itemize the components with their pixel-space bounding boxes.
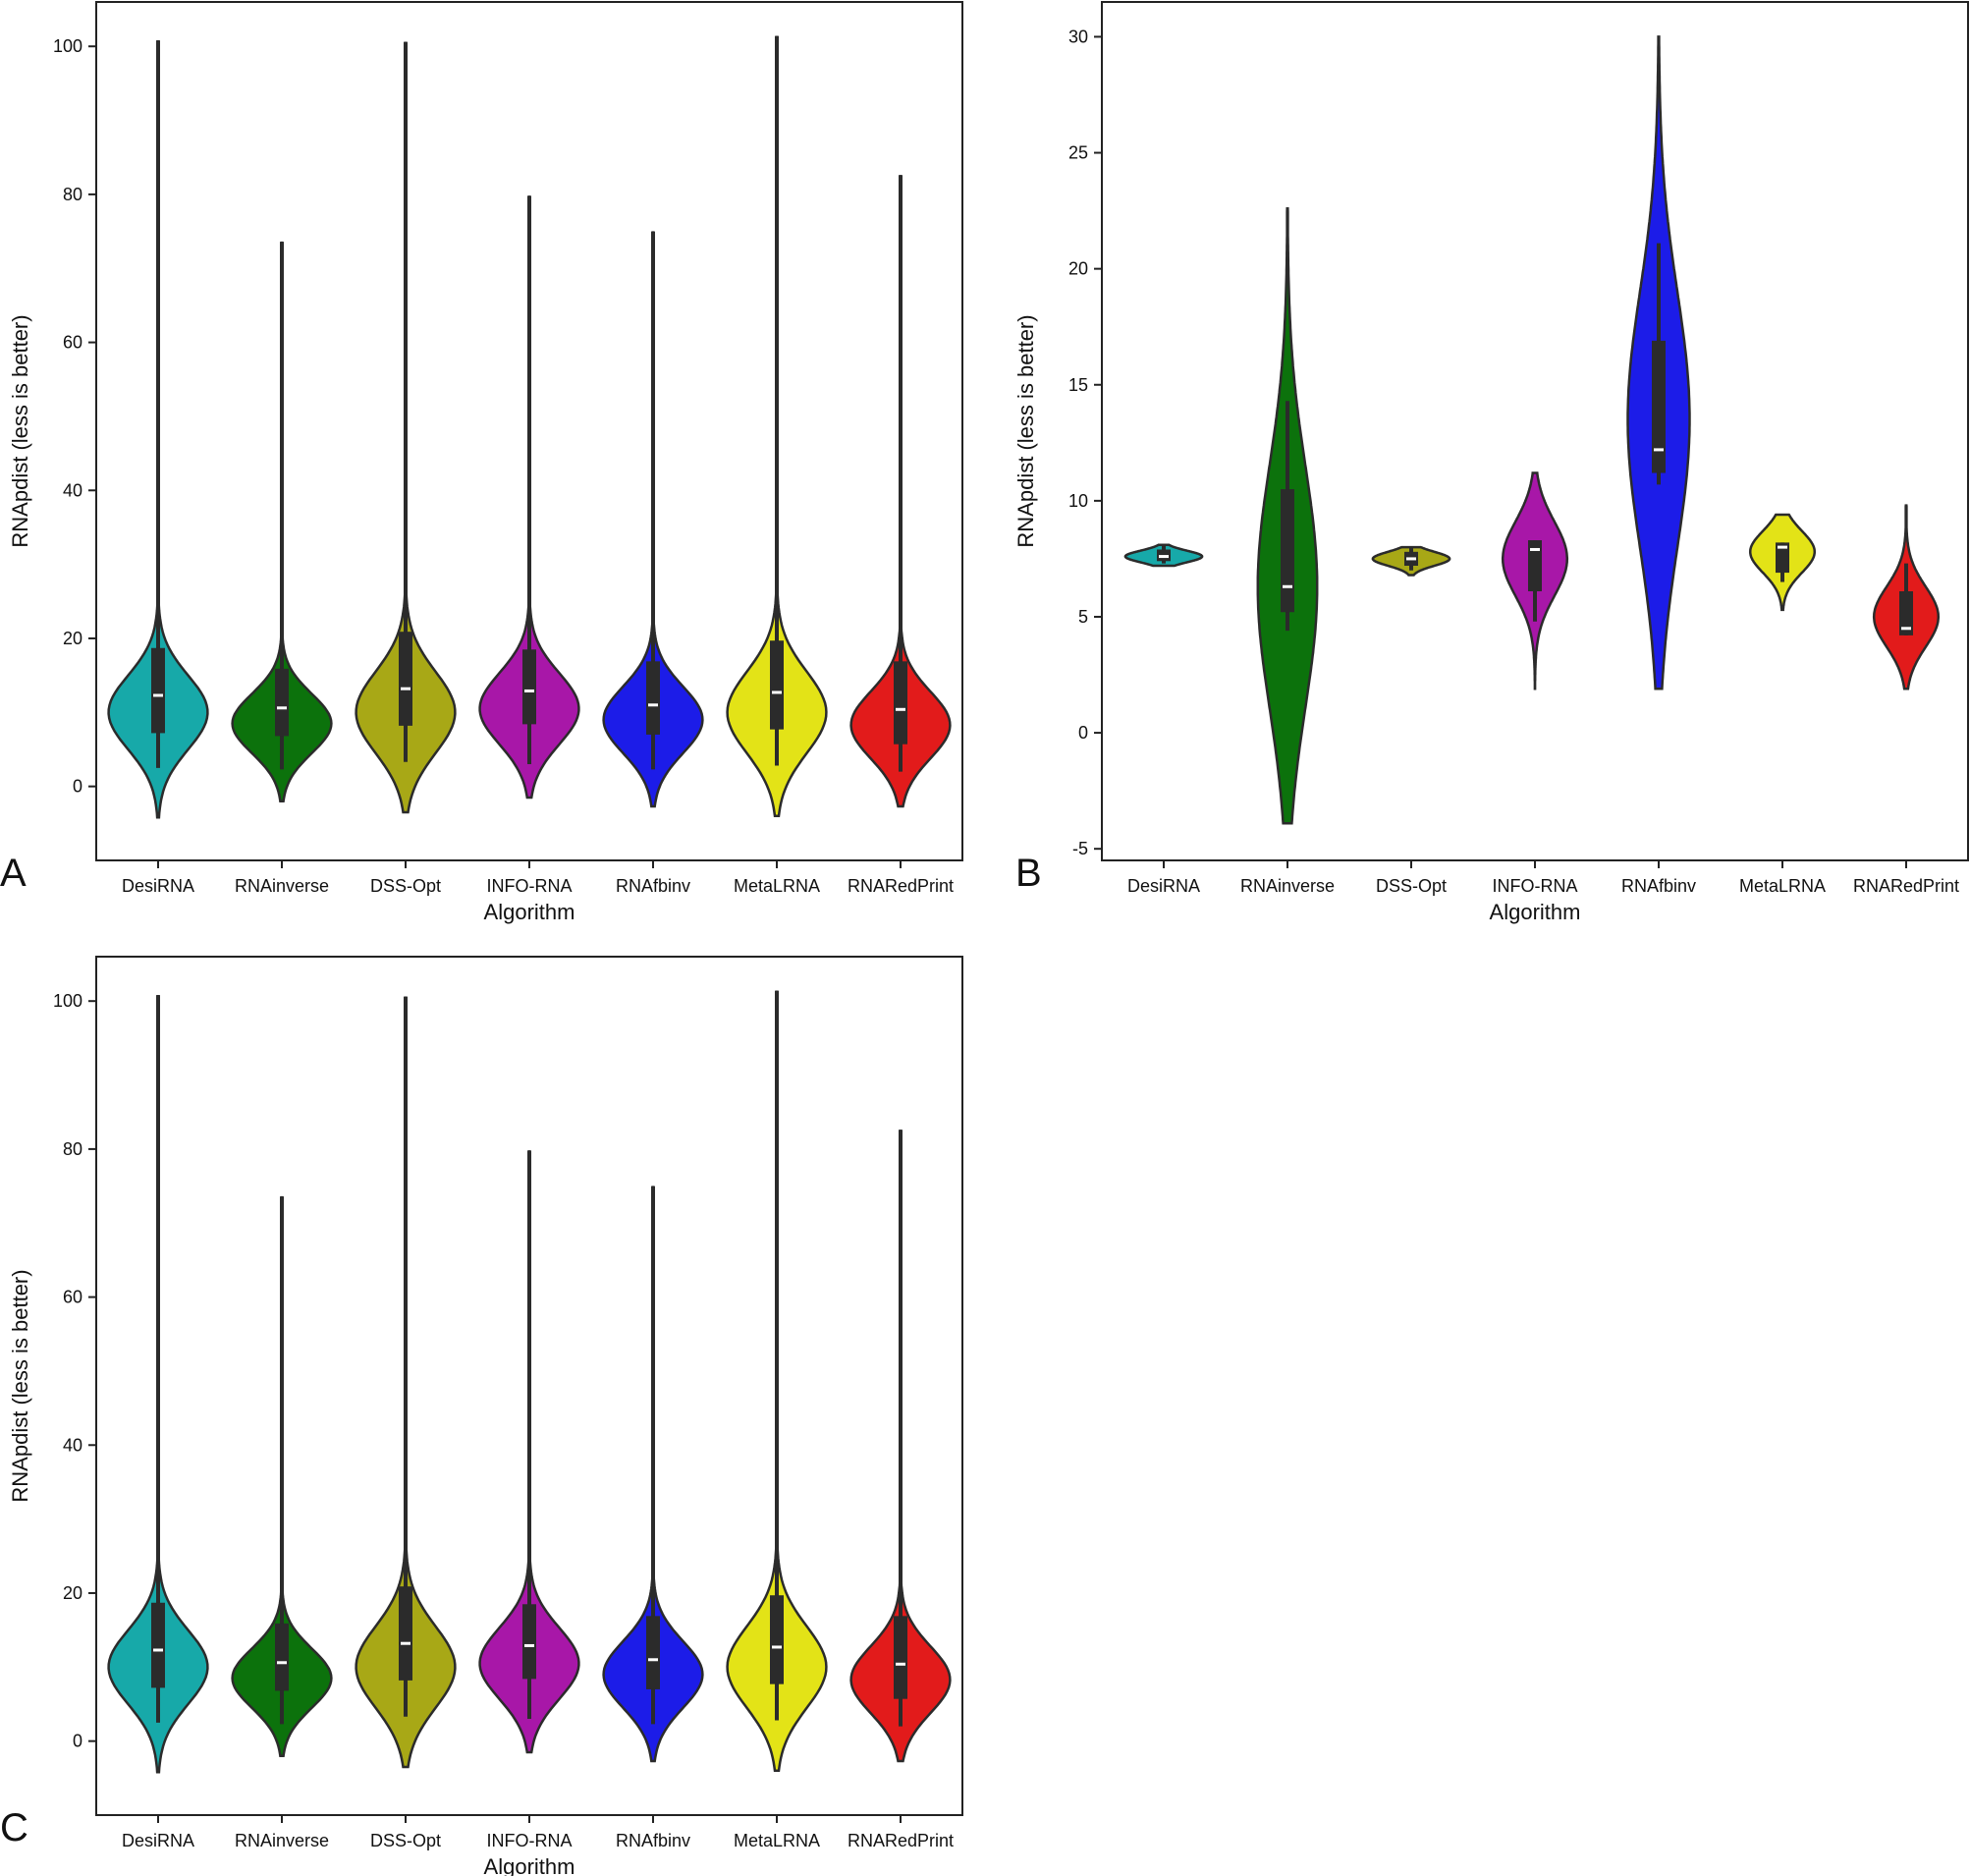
x-tick-label: RNAinverse bbox=[1240, 876, 1335, 896]
y-axis-title: RNApdist (less is better) bbox=[8, 1269, 32, 1502]
iqr-box-metalrna bbox=[1776, 542, 1789, 574]
x-tick-label: RNAinverse bbox=[235, 876, 329, 896]
x-tick-label: RNAfbinv bbox=[1621, 876, 1696, 896]
y-tick-label: 100 bbox=[53, 991, 82, 1011]
y-tick-label: 60 bbox=[63, 333, 82, 353]
x-tick-label: DesiRNA bbox=[1127, 876, 1200, 896]
y-tick-label: 40 bbox=[63, 1435, 82, 1455]
y-tick-label: 20 bbox=[63, 1583, 82, 1603]
y-tick-label: 15 bbox=[1068, 375, 1088, 395]
iqr-box-info-rna bbox=[522, 1604, 536, 1680]
x-tick-label: RNAinverse bbox=[235, 1831, 329, 1850]
panel-b: -5 0 5 10 15 20 25 30 DesiRNA RNAinverse DSS-Opt IN… bbox=[1013, 1, 1969, 924]
x-tick-label: DSS-Opt bbox=[370, 1831, 441, 1850]
iqr-box-rnaredprint bbox=[1899, 590, 1913, 635]
iqr-box-metalrna bbox=[770, 640, 784, 730]
iqr-box-rnafbinv bbox=[646, 1616, 660, 1689]
x-tick-label: RNARedPrint bbox=[1853, 876, 1959, 896]
y-tick-label: 80 bbox=[63, 185, 82, 204]
x-tick-label: INFO-RNA bbox=[487, 1831, 573, 1850]
y-tick-label: 60 bbox=[63, 1288, 82, 1307]
panel-c-letter: C bbox=[0, 1806, 28, 1849]
y-tick-label: 10 bbox=[1068, 491, 1088, 511]
x-tick-label: DesiRNA bbox=[122, 1831, 194, 1850]
y-tick-label: 100 bbox=[53, 36, 82, 56]
x-tick-label: RNARedPrint bbox=[848, 876, 954, 896]
y-axis-title: RNApdist (less is better) bbox=[8, 314, 32, 547]
iqr-box-info-rna bbox=[1528, 540, 1542, 591]
panel-a: 0 20 40 60 80 100 DesiRNA RNAinverse DSS-Opt INFO… bbox=[8, 1, 963, 924]
y-tick-label: 40 bbox=[63, 480, 82, 500]
y-tick-label: 0 bbox=[73, 1732, 82, 1751]
y-tick-label: 20 bbox=[1068, 259, 1088, 279]
y-tick-label: 0 bbox=[73, 777, 82, 797]
y-tick-label: 5 bbox=[1078, 607, 1088, 627]
x-axis-title: Algorithm bbox=[1490, 900, 1581, 924]
iqr-box-rnainverse bbox=[1281, 489, 1294, 613]
x-tick-label: RNAfbinv bbox=[616, 1831, 690, 1850]
y-tick-label: 30 bbox=[1068, 27, 1088, 46]
panel-a-letter: A bbox=[0, 852, 27, 895]
iqr-box-dss-opt bbox=[399, 632, 412, 726]
iqr-box-rnaredprint bbox=[894, 661, 907, 745]
x-tick-label: DesiRNA bbox=[122, 876, 194, 896]
y-tick-label: 20 bbox=[63, 629, 82, 648]
x-tick-label: DSS-Opt bbox=[370, 876, 441, 896]
iqr-box-info-rna bbox=[522, 649, 536, 725]
x-tick-label: MetaLRNA bbox=[734, 876, 820, 896]
x-tick-label: RNARedPrint bbox=[848, 1831, 954, 1850]
x-tick-label: RNAfbinv bbox=[616, 876, 690, 896]
iqr-box-metalrna bbox=[770, 1595, 784, 1684]
iqr-box-dss-opt bbox=[399, 1586, 412, 1681]
panel-b-letter: B bbox=[1015, 852, 1042, 895]
x-tick-label: MetaLRNA bbox=[1739, 876, 1826, 896]
x-tick-label: INFO-RNA bbox=[487, 876, 573, 896]
iqr-box-rnainverse bbox=[275, 668, 289, 737]
x-tick-label: INFO-RNA bbox=[1493, 876, 1578, 896]
iqr-box-rnaredprint bbox=[894, 1616, 907, 1699]
iqr-box-desirna bbox=[151, 647, 165, 734]
iqr-box-rnainverse bbox=[275, 1623, 289, 1691]
x-tick-label: DSS-Opt bbox=[1376, 876, 1447, 896]
y-tick-label: 25 bbox=[1068, 143, 1088, 163]
iqr-box-rnafbinv bbox=[646, 661, 660, 735]
y-tick-label: 80 bbox=[63, 1139, 82, 1159]
y-tick-label: -5 bbox=[1072, 839, 1088, 858]
panel-c: 0 20 40 60 80 100 DesiRNA RNAinverse DSS-Opt INFO… bbox=[8, 956, 963, 1876]
x-tick-label: MetaLRNA bbox=[734, 1831, 820, 1850]
iqr-box-desirna bbox=[151, 1602, 165, 1688]
y-axis-title: RNApdist (less is better) bbox=[1013, 314, 1038, 547]
iqr-box-rnafbinv bbox=[1652, 340, 1666, 473]
x-axis-title: Algorithm bbox=[484, 1854, 575, 1876]
y-tick-label: 0 bbox=[1078, 723, 1088, 743]
x-axis-title: Algorithm bbox=[484, 900, 575, 924]
